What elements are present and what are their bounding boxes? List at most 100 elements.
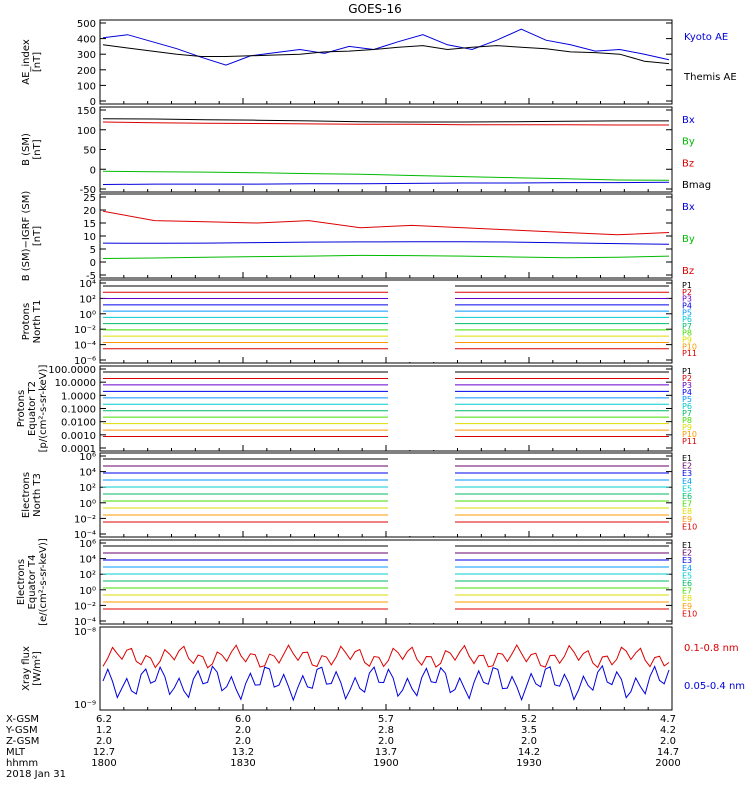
panel-5-legend-p2: P2 [682,374,692,383]
panel-7-legend-e8: E8 [682,594,692,603]
ae-series-themis-ae [102,44,670,65]
panel-4-ytick-label: 10² [79,294,96,305]
panel-6-legend-e3: E3 [682,469,692,478]
plot-title: GOES-16 [348,2,402,16]
legend-xray-long: 0.1-0.8 nm [684,643,739,654]
panel-2-legend-bx: Bx [682,115,695,126]
footer-value: 2.0 [96,736,112,747]
footer-group: X-GSM 6.2 6.0 5.7 5.2 4.7Y-GSM 1.2 2.0 2.8 3.5 4.2… [5,714,681,780]
panel-2-ytick-label: 150 [77,106,96,117]
panel-8-ytick-label: 10⁻⁹ [74,700,96,711]
footer-value: 14.2 [518,747,540,758]
panel-8-ytick-label: 10⁻⁸ [74,627,96,638]
panel-7-ytick-label: 10² [79,570,96,581]
bigrf-series-bx [102,241,670,245]
panel-7-legend-e4: E4 [682,564,692,573]
panel-6-legend-e2: E2 [682,462,692,471]
xray-series-long [102,643,670,669]
footer-value: 2.0 [660,736,676,747]
panel-6-data-gap [388,454,455,536]
panel-2-ytick-label: 0 [90,165,96,176]
panel-7-legend-e9: E9 [682,602,692,611]
panel-5-ylabel: Protons [16,390,27,427]
panel-2-ylabel: B (SM) [21,133,32,166]
panel-4-ylabel: Protons [21,303,32,340]
footer-value: 13.7 [375,747,397,758]
panel-7-data-gap [388,541,455,623]
panel-4-data-gap [388,281,455,362]
footer-value: 1900 [373,758,398,769]
panel-4-legend-p8: P8 [682,329,692,338]
panel-5-ylabel: [p/(cm²-s-sr-keV)] [38,365,49,453]
panel-5-legend-p5: P5 [682,395,692,404]
panel-4-legend-p11: P11 [682,349,697,358]
panel-3-legend-by: By [682,234,695,245]
panel-7-ylabel: Electrons [16,559,27,605]
footer-label-y-gsm: Y-GSM [5,725,38,736]
footer-value: 2.0 [235,736,251,747]
footer-value: 1830 [230,758,255,769]
panel-5-ytick-label: 1.0000 [61,391,96,402]
panel-1-frame [99,19,673,105]
footer-value: 12.7 [93,747,115,758]
panel-7-ytick-label: 10⁻² [74,601,96,612]
footer-label-x-gsm: X-GSM [6,714,39,725]
panel-4-legend-p1: P1 [682,281,692,290]
panel-1-ylabel: AE_index [21,39,32,85]
legend-kyoto-ae: Kyoto AE [684,32,728,43]
panel-6-legend-e7: E7 [682,500,692,509]
panel-2-ytick-label: -50 [80,185,96,196]
panel-3-legend-bz: Bz [682,266,694,277]
panel-5-ytick-label: 10.0000 [55,378,96,389]
footer-date: 2018 Jan 31 [6,769,66,780]
panel-3-ytick-label: 15 [83,219,96,230]
panel-7-legend-e3: E3 [682,556,692,565]
panel-6-ytick-label: 10² [79,483,96,494]
panel-3-ytick-label: 20 [83,206,96,217]
panel-7-legend-e5: E5 [682,571,692,580]
panel-6-legend-e8: E8 [682,507,692,516]
bsm-series-bz [102,121,669,126]
panel-4-ytick-label: 10⁴ [79,279,96,290]
panel-7-ytick-label: 10⁴ [79,555,96,566]
panel-4-legend-p3: P3 [682,295,692,304]
panel-7-ytick-label: 10⁶ [79,539,96,550]
panel-3-frame [99,193,673,279]
panel-5-legend-p11: P11 [682,437,697,446]
panel-1-ytick-label: 400 [77,35,96,46]
panel-6-ylabel: North T3 [32,473,43,517]
panel-2-ytick-label: 50 [83,146,96,157]
panel-4-ytick-label: 10⁻² [74,325,96,336]
panel-1-ytick-label: 0 [90,97,96,108]
legend-xray-short: 0.05-0.4 nm [684,681,745,692]
footer-value: 2.0 [235,725,251,736]
panel-7-ylabel: [e/(cm²-s-sr-keV)] [38,538,49,626]
bigrf-series-bz [102,210,670,236]
footer-value: 14.7 [657,747,679,758]
footer-value: 1800 [91,758,116,769]
panel-7-legend-e2: E2 [682,549,692,558]
footer-label-mlt: MLT [6,747,26,758]
panel-2-legend-bz: Bz [682,158,694,169]
panel-8-ylabel: Xray flux [21,646,32,691]
panel-4-ytick-label: 10⁻⁴ [74,341,96,352]
panel-2-ylabel: [nT] [32,139,43,159]
footer-value: 6.0 [235,714,251,725]
panel-4-legend-p10: P10 [682,342,697,351]
footer-value: 5.7 [378,714,394,725]
panel-3-ytick-label: 10 [83,232,96,243]
panel-8-ylabel: [W/m²] [32,651,43,686]
panel-5-ytick-label: 0.0010 [61,431,96,442]
panel-5-legend-p6: P6 [682,402,692,411]
footer-value: 6.2 [96,714,112,725]
panel-3-ylabel: [nT] [32,226,43,246]
panel-4-ylabel: North T1 [32,300,43,344]
footer-value: 2.0 [378,736,394,747]
panel-5-legend-p9: P9 [682,423,692,432]
panel-8-frame [99,626,673,711]
panel-2-legend-bmag: Bmag [682,180,711,191]
panel-7-ylabel: Equator T4 [27,555,38,610]
panel-4-legend-p4: P4 [682,301,692,310]
panel-6-ytick-label: 10⁻² [74,514,96,525]
